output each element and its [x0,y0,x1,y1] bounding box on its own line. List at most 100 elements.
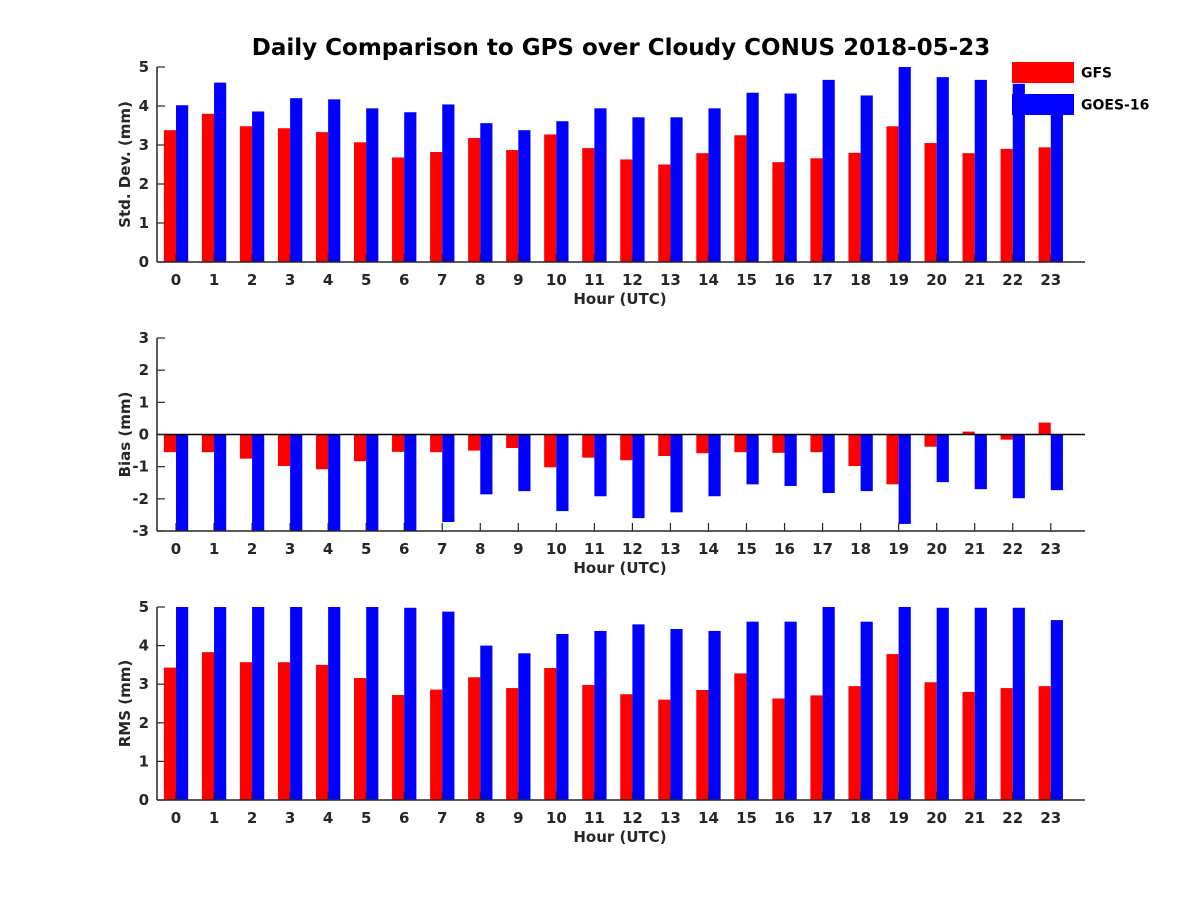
bar-gfs-hour-5 [354,434,367,462]
bar-goes-16-hour-4 [328,99,341,263]
bar-goes-16-hour-7 [442,104,455,262]
bar-goes-16-hour-14 [708,630,721,800]
x-tick-label: 1 [209,809,219,827]
bar-gfs-hour-20 [924,682,937,800]
bar-gfs-hour-16 [772,162,785,262]
bar-goes-16-hour-10 [556,634,569,800]
x-tick-label: 17 [812,809,833,827]
x-tick-label: 1 [209,540,219,558]
x-tick-label: 22 [1002,809,1023,827]
x-tick-label: 4 [323,540,333,558]
bar-gfs-hour-18 [848,434,861,467]
y-tick-label: 1 [139,752,149,770]
bar-gfs-hour-23 [1038,422,1051,435]
bar-goes-16-hour-0 [176,434,189,531]
bar-goes-16-hour-0 [176,607,189,800]
x-tick-label: 17 [812,540,833,558]
y-tick-label: 5 [139,58,149,76]
legend-swatch-goes-16 [1012,94,1074,115]
bar-goes-16-hour-5 [366,434,379,531]
bar-gfs-hour-15 [734,434,747,453]
x-tick-label: 8 [475,540,485,558]
x-tick-label: 21 [964,809,985,827]
bar-gfs-hour-7 [430,689,443,800]
x-tick-label: 14 [698,809,719,827]
bar-goes-16-hour-15 [746,92,759,263]
bar-goes-16-hour-5 [366,607,379,800]
x-tick-label: 15 [736,271,757,289]
y-tick-label: 1 [139,214,149,232]
bar-goes-16-hour-2 [252,111,265,263]
bar-goes-16-hour-20 [936,77,949,262]
x-tick-label: 6 [399,540,409,558]
bar-goes-16-hour-14 [708,434,721,497]
bar-goes-16-hour-22 [1012,83,1025,263]
bar-gfs-hour-19 [886,126,899,262]
bar-goes-16-hour-4 [328,434,341,531]
bar-goes-16-hour-19 [898,434,911,524]
x-tick-label: 19 [888,271,909,289]
bar-goes-16-hour-19 [898,67,911,262]
x-tick-label: 18 [850,540,871,558]
bar-gfs-hour-20 [924,434,937,447]
bar-gfs-hour-12 [620,434,633,461]
bar-goes-16-hour-13 [670,117,683,262]
bar-gfs-hour-9 [506,434,519,449]
x-tick-label: 16 [774,809,795,827]
bar-goes-16-hour-10 [556,121,569,263]
y-tick-label: 5 [139,598,149,616]
legend-label-gfs: GFS [1081,66,1112,82]
bar-gfs-hour-3 [277,128,291,262]
bar-goes-16-hour-11 [594,630,607,800]
bar-goes-16-hour-23 [1050,94,1063,262]
y-tick-label: 4 [139,97,149,115]
x-tick-label: 4 [323,809,333,827]
x-tick-label: 18 [850,271,871,289]
bar-goes-16-hour-20 [936,607,949,800]
x-tick-label: 22 [1002,540,1023,558]
bar-goes-16-hour-15 [746,434,759,485]
x-tick-label: 16 [774,540,795,558]
x-tick-label: 0 [171,540,181,558]
bar-gfs-hour-2 [239,662,253,800]
bar-goes-16-hour-15 [746,621,759,800]
bar-gfs-hour-13 [658,434,671,457]
y-tick-label: 3 [139,675,149,693]
bar-goes-16-hour-6 [404,607,417,800]
x-tick-label: 22 [1002,271,1023,289]
x-tick-label: 0 [171,271,181,289]
x-tick-label: 10 [546,540,567,558]
x-tick-label: 3 [285,809,295,827]
bar-goes-16-hour-1 [214,82,227,262]
bar-goes-16-hour-5 [366,108,379,262]
bar-goes-16-hour-3 [290,434,303,531]
bar-goes-16-hour-21 [974,434,987,490]
bar-gfs-hour-18 [848,152,861,262]
bar-gfs-hour-10 [544,134,557,262]
bar-gfs-hour-4 [315,132,329,262]
bar-goes-16-hour-9 [518,130,531,262]
bar-goes-16-hour-20 [936,434,949,483]
x-tick-label: 15 [736,809,757,827]
x-tick-label: 23 [1040,540,1061,558]
bar-gfs-hour-4 [315,664,329,800]
x-tick-label: 6 [399,271,409,289]
x-axis-label: Hour (UTC) [573,559,666,577]
bar-goes-16-hour-12 [632,434,645,519]
bar-gfs-hour-17 [810,695,823,800]
bar-gfs-hour-11 [582,434,595,458]
bar-goes-16-hour-17 [822,607,835,800]
legend-swatch-gfs [1012,62,1074,83]
x-tick-label: 14 [698,540,719,558]
bar-goes-16-hour-16 [784,434,797,486]
bar-gfs-hour-0 [163,130,177,262]
x-tick-label: 13 [660,809,681,827]
bar-gfs-hour-12 [620,159,633,262]
bar-gfs-hour-8 [468,677,481,800]
y-tick-label: 2 [139,175,149,193]
x-tick-label: 13 [660,540,681,558]
bar-gfs-hour-22 [1000,688,1013,800]
x-tick-label: 15 [736,540,757,558]
x-tick-label: 10 [546,271,567,289]
